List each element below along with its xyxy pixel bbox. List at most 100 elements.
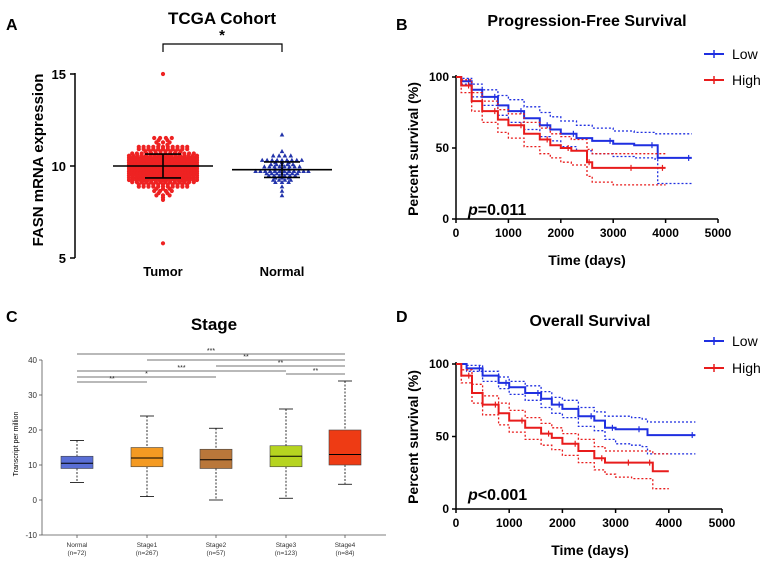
panel-a-ytick-label: 5 (59, 251, 66, 266)
comparison-label: * (145, 371, 148, 378)
panel-d-pvalue-value: <0.001 (478, 487, 527, 504)
tumor-point (156, 147, 161, 152)
y-tick-label: 50 (436, 141, 450, 155)
normal-point (282, 168, 287, 173)
category-count: (n=123) (275, 550, 298, 557)
tumor-point (156, 138, 161, 143)
panel-b: B Progression-Free Survival Percent surv… (396, 13, 761, 268)
x-tick-label: 4000 (655, 516, 682, 530)
high-ci-lower (456, 76, 666, 186)
tumor-point (194, 177, 200, 183)
normal-point (277, 173, 282, 178)
normal-point (282, 173, 287, 178)
tumor-point (191, 173, 196, 178)
comparison-label: *** (207, 348, 215, 355)
tumor-point (165, 147, 170, 152)
panel-b-axes: 0 1000 2000 3000 4000 5000 0 50 100 (429, 70, 732, 240)
x-tick-label: 5000 (705, 226, 732, 240)
tumor-point (131, 153, 136, 158)
panel-d-title: Overall Survival (530, 313, 651, 330)
panel-a-ytick-label: 10 (52, 159, 66, 174)
x-tick-label: 4000 (652, 226, 679, 240)
normal-point (266, 173, 272, 178)
tumor-point (146, 147, 151, 152)
tumor-point (182, 180, 187, 185)
panel-c: C Stage Transcript per million -10 0 10 20 3… (6, 309, 386, 557)
low-survival-curve (456, 363, 696, 437)
x-tick-label: 2000 (547, 226, 574, 240)
low-survival-curve (456, 76, 692, 159)
tumor-point (141, 147, 146, 152)
normal-point (289, 157, 295, 162)
y-tick-label: 100 (429, 357, 449, 371)
category-count: (n=84) (336, 550, 355, 557)
tumor-point (165, 138, 170, 143)
tumor-point (189, 158, 194, 163)
y-tick-label: 0 (442, 212, 449, 226)
normal-point (277, 164, 282, 169)
tumor-point (146, 158, 151, 163)
tumor-point (180, 147, 185, 152)
panel-d-ylabel: Percent survival (%) (405, 370, 421, 504)
panel-a-points (113, 71, 332, 246)
tumor-point (163, 180, 168, 185)
legend-low-label: Low (732, 46, 759, 62)
panel-b-ylabel: Percent survival (%) (405, 82, 421, 216)
tumor-point (130, 173, 135, 178)
normal-point (269, 157, 275, 162)
tumor-point (134, 173, 139, 178)
panel-d: D Overall Survival Percent survival (%) … (396, 309, 761, 558)
normal-point (279, 148, 285, 154)
tumor-point (160, 186, 166, 191)
panel-d-pvalue: p<0.001 (467, 487, 527, 504)
tumor-point (191, 180, 196, 185)
box-stage1 (130, 447, 164, 468)
tumor-point (179, 173, 184, 178)
normal-point (292, 164, 297, 169)
normal-point (269, 171, 274, 176)
tumor-point (142, 173, 147, 178)
x-tick-label: 3000 (600, 226, 627, 240)
normal-point (286, 179, 291, 184)
normal-point (279, 132, 285, 137)
y-tick-label: 0 (33, 496, 38, 505)
normal-point (297, 164, 302, 169)
panel-b-curves (456, 76, 692, 186)
y-tick-label: 20 (28, 426, 37, 435)
low-ci-upper (456, 363, 696, 423)
tumor-point (169, 188, 174, 194)
tumor-point (194, 158, 200, 163)
normal-point (306, 168, 311, 173)
y-tick-label: 10 (28, 461, 37, 470)
tumor-point (187, 173, 192, 178)
tumor-point (151, 147, 156, 152)
comparison-label: ** (313, 368, 319, 375)
tumor-point (180, 158, 185, 163)
tumor-point (172, 158, 177, 163)
normal-point (288, 153, 294, 158)
panel-d-pvalue-p: p (467, 487, 478, 504)
normal-point (264, 171, 269, 176)
x-tick-label: 0 (453, 226, 460, 240)
normal-point (262, 164, 267, 169)
tumor-point (185, 147, 190, 152)
normal-point (276, 153, 282, 158)
panel-d-letter: D (396, 309, 408, 326)
panel-a: A TCGA Cohort FASN mRNA expression 5 10 … (6, 9, 332, 279)
normal-point (258, 168, 263, 173)
normal-point (274, 162, 279, 167)
normal-point (277, 168, 282, 173)
panel-c-boxes (60, 380, 362, 501)
comparison-label: ** (109, 376, 115, 383)
panel-d-axes: 0 1000 2000 3000 4000 5000 0 50 100 (429, 357, 736, 530)
tumor-point (172, 173, 177, 178)
normal-point (279, 157, 285, 162)
tumor-point (163, 158, 168, 163)
tumor-point (168, 173, 173, 178)
panel-a-title: TCGA Cohort (168, 9, 276, 28)
tumor-point (186, 153, 191, 158)
tumor-point (145, 173, 150, 178)
normal-point (287, 164, 292, 169)
tumor-point (126, 153, 132, 158)
